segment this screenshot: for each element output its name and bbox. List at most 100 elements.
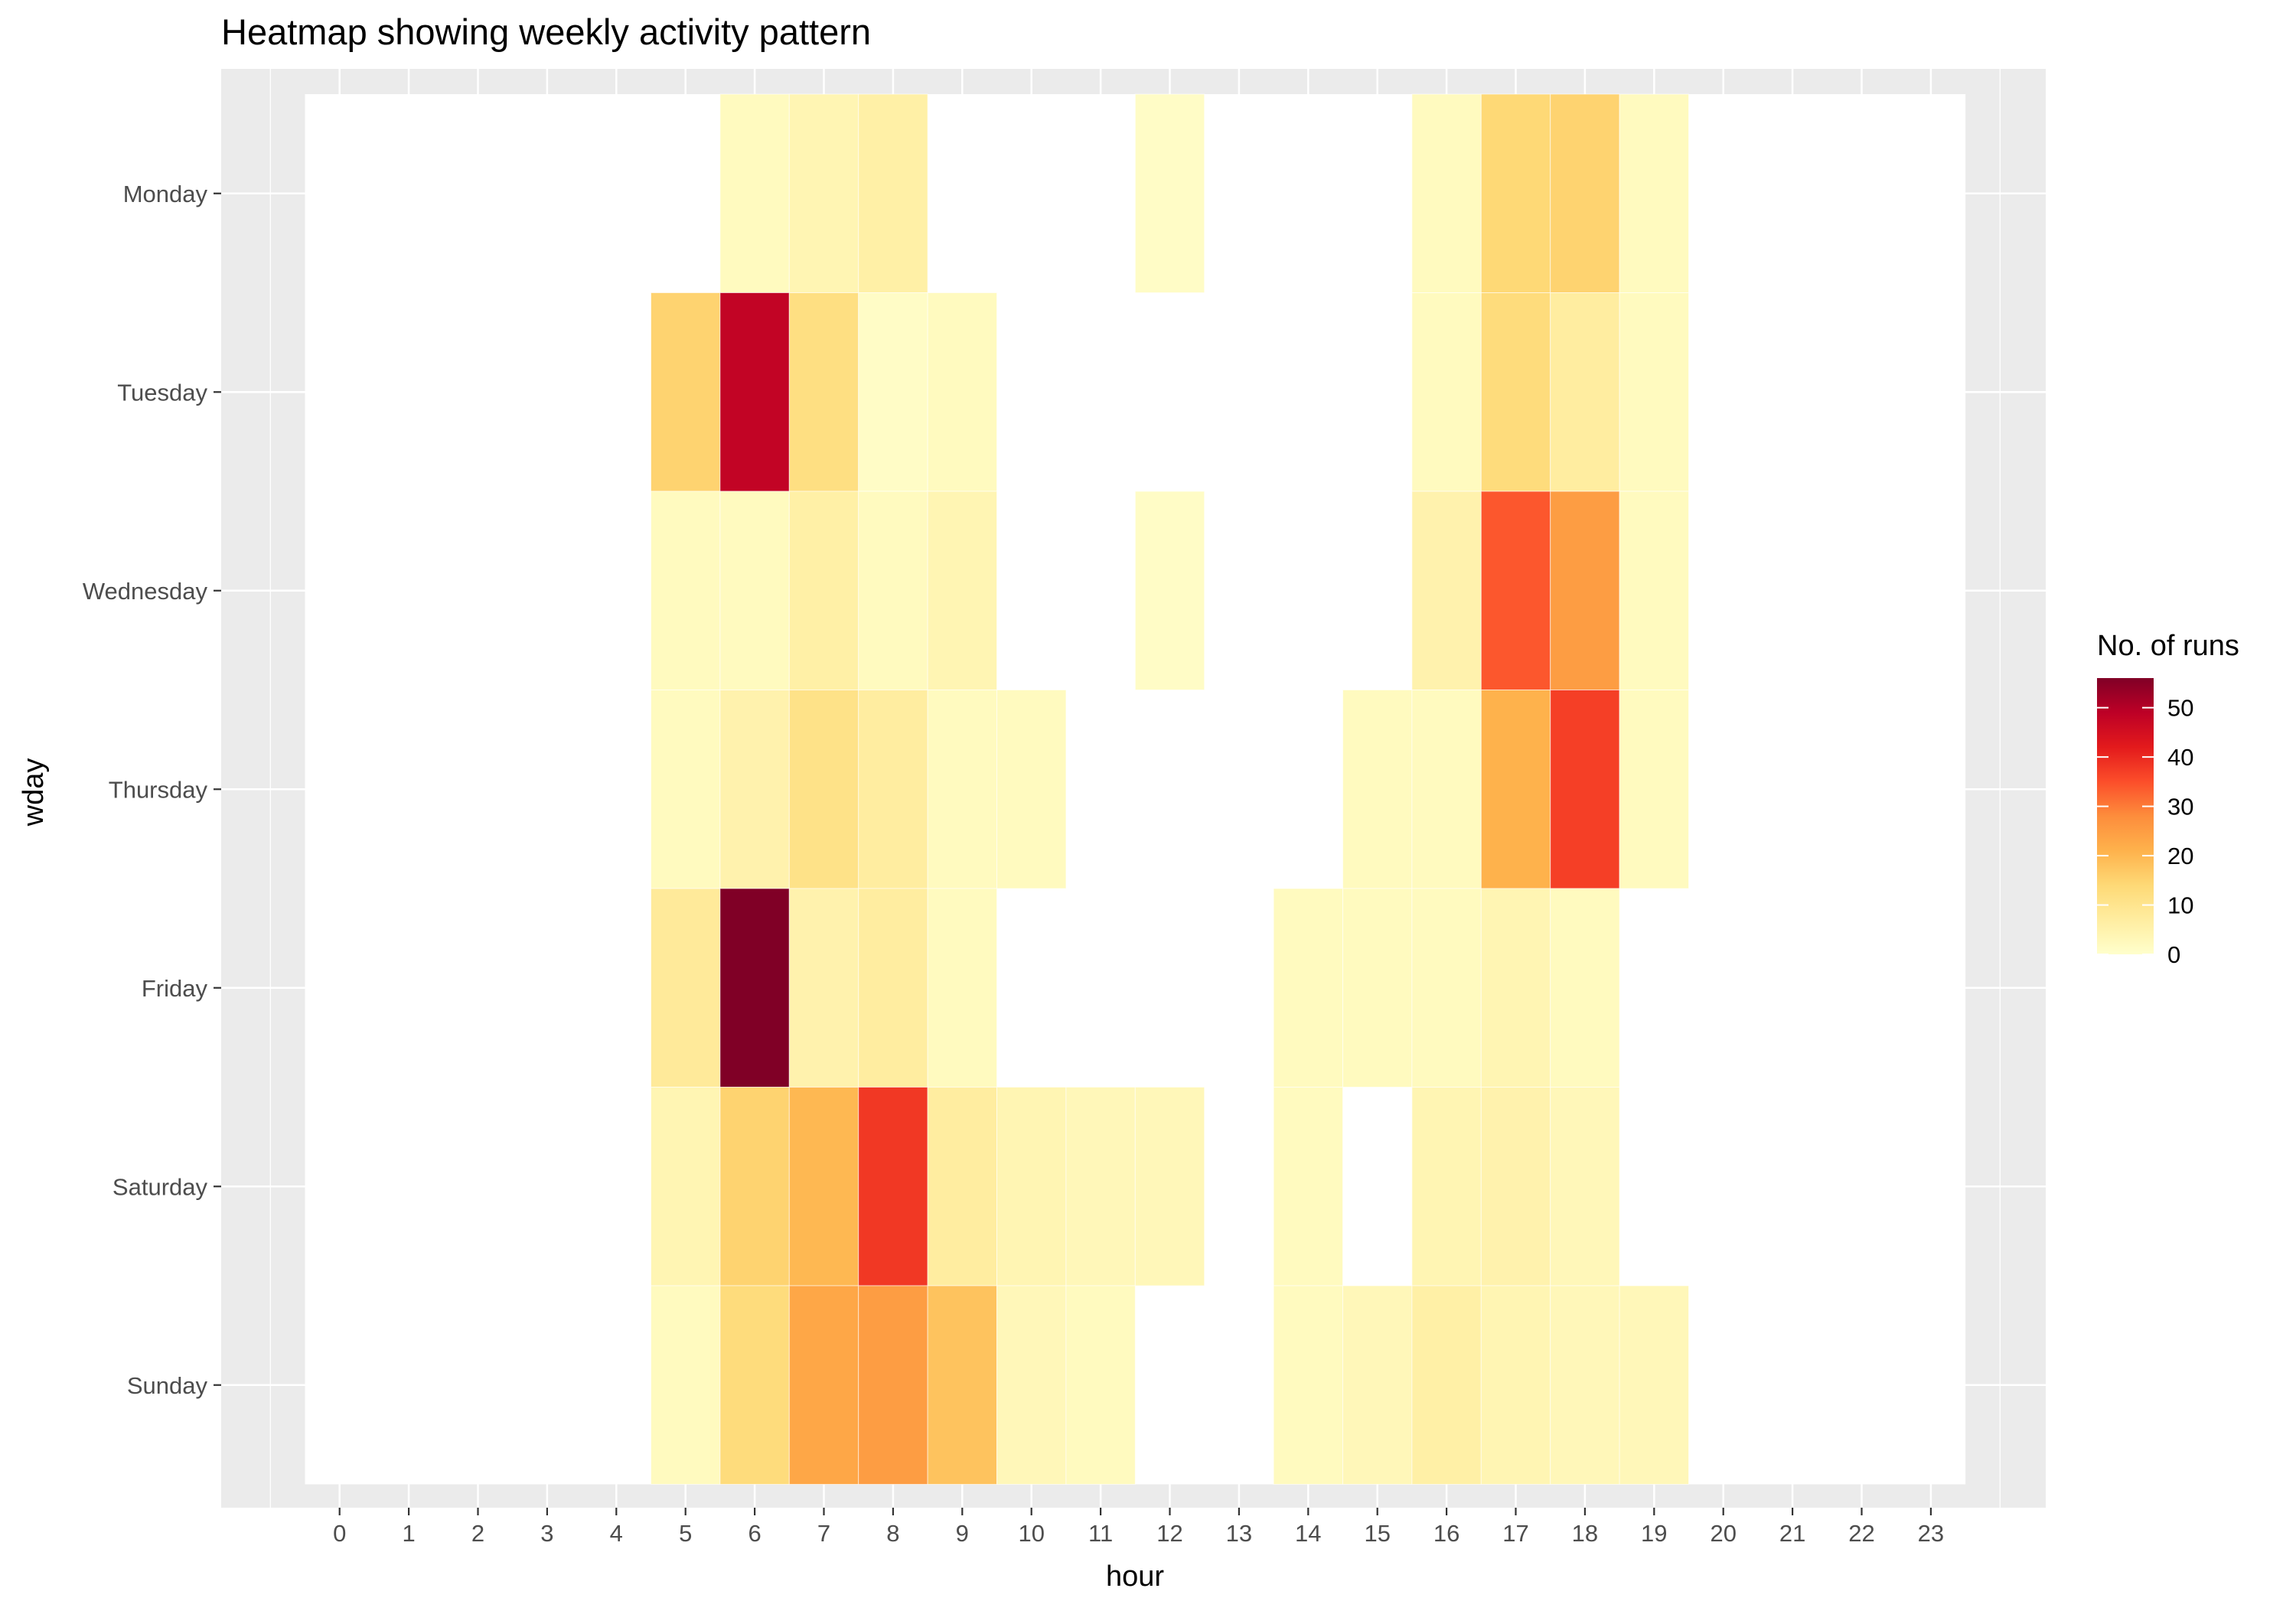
heatmap-cell (1480, 1087, 1551, 1287)
y-axis: Monday Tuesday Wednesday Thursday Friday Satu… (83, 181, 221, 1399)
heatmap-cell (719, 93, 790, 293)
heatmap-cell (1619, 690, 1690, 889)
y-tick-label: Saturday (113, 1173, 208, 1200)
legend-title: No. of runs (2097, 630, 2239, 662)
heatmap-cell (927, 690, 997, 889)
heatmap-cell (996, 1087, 1067, 1287)
x-tick-label: 8 (886, 1520, 899, 1547)
heatmap-cell (1411, 690, 1482, 889)
chart-title: Heatmap showing weekly activity pattern (221, 11, 871, 52)
heatmap-cell (1619, 491, 1690, 690)
x-tick-label: 17 (1502, 1520, 1528, 1547)
y-tick-label: Monday (123, 181, 208, 207)
heatmap-cell (1134, 1087, 1205, 1287)
heatmap-cell (651, 1087, 721, 1287)
heatmap-cell (1550, 491, 1620, 690)
color-legend: 0 10 20 30 40 50 (2097, 678, 2193, 968)
heatmap-cell (1411, 1285, 1482, 1485)
heatmap-cell (1273, 1285, 1343, 1485)
legend-tick-label: 50 (2167, 695, 2193, 722)
x-tick-label: 12 (1156, 1520, 1182, 1547)
heatmap-cell (719, 1087, 790, 1287)
heatmap-cell (1480, 292, 1551, 492)
heatmap-cell (1065, 1285, 1136, 1485)
heatmap-cell (1411, 888, 1482, 1088)
x-tick-label: 7 (817, 1520, 830, 1547)
heatmap-cell (719, 690, 790, 889)
legend-tick-label: 10 (2167, 892, 2193, 919)
heatmap-cell (788, 292, 859, 492)
heatmap-cell (1619, 292, 1690, 492)
heatmap-cell (1480, 690, 1551, 889)
heatmap-cell (927, 292, 997, 492)
heatmap-cell (858, 888, 928, 1088)
x-tick-label: 18 (1572, 1520, 1598, 1547)
y-tick-label: Tuesday (117, 379, 207, 406)
heatmap-cell (1065, 1087, 1136, 1287)
heatmap-cell (788, 93, 859, 293)
heatmap-cell (1550, 93, 1620, 293)
x-tick-label: 22 (1848, 1520, 1874, 1547)
heatmap-cell (858, 292, 928, 492)
heatmap-cell (719, 888, 790, 1088)
x-tick-label: 23 (1918, 1520, 1944, 1547)
heatmap-cell (719, 491, 790, 690)
y-tick-label: Friday (142, 975, 208, 1002)
heatmap-cell (1480, 93, 1551, 293)
heatmap-cell (1342, 888, 1413, 1088)
heatmap-cell (1550, 1087, 1620, 1287)
x-tick-label: 15 (1364, 1520, 1390, 1547)
x-tick-label: 16 (1433, 1520, 1459, 1547)
x-tick-label: 20 (1710, 1520, 1736, 1547)
heatmap-cell (1550, 690, 1620, 889)
x-tick-label: 5 (679, 1520, 692, 1547)
heatmap-cell (1134, 93, 1205, 293)
heatmap-cell (858, 93, 928, 293)
heatmap-cell (651, 1285, 721, 1485)
heatmap-cell (927, 888, 997, 1088)
heatmap-cell (858, 491, 928, 690)
heatmap-cell (651, 292, 721, 492)
heatmap-cell (858, 690, 928, 889)
heatmap-cell (1342, 690, 1413, 889)
heatmap-cell (996, 690, 1067, 889)
heatmap-cell (927, 1285, 997, 1485)
heatmap-cell (1273, 888, 1343, 1088)
heatmap-cell (1550, 888, 1620, 1088)
legend-colorbar (2097, 678, 2154, 954)
x-tick-label: 13 (1226, 1520, 1252, 1547)
x-axis-title: hour (1106, 1560, 1164, 1593)
heatmap-cell (1273, 1087, 1343, 1287)
heatmap-cell (719, 1285, 790, 1485)
heatmap-cells (305, 93, 1966, 1485)
heatmap-cell (651, 888, 721, 1088)
heatmap-cell (858, 1087, 928, 1287)
x-axis: 0 1 2 3 4 5 6 7 8 9 10 11 12 13 14 15 16 17 18 19 20 21 22 23 (333, 1508, 1944, 1547)
heatmap-cell (1550, 1285, 1620, 1485)
heatmap-cell (1134, 491, 1205, 690)
y-tick-label: Sunday (127, 1372, 208, 1399)
legend-tick-label: 20 (2167, 843, 2193, 869)
heatmap-cell (1619, 93, 1690, 293)
heatmap-cell (788, 1285, 859, 1485)
y-axis-title: wday (18, 758, 50, 827)
heatmap-cell (651, 690, 721, 889)
x-tick-label: 1 (402, 1520, 415, 1547)
heatmap-cell (788, 888, 859, 1088)
y-tick-label: Thursday (109, 776, 208, 803)
heatmap-cell (1619, 1285, 1690, 1485)
legend-tick-label: 0 (2167, 941, 2180, 968)
x-tick-label: 21 (1779, 1520, 1805, 1547)
heatmap-cell (927, 1087, 997, 1287)
x-tick-label: 6 (748, 1520, 761, 1547)
heatmap-cell (1480, 491, 1551, 690)
x-tick-label: 14 (1295, 1520, 1321, 1547)
legend-tick-label: 30 (2167, 794, 2193, 820)
y-tick-label: Wednesday (83, 578, 208, 605)
heatmap-cell (1480, 888, 1551, 1088)
heatmap-cell (651, 491, 721, 690)
heatmap-cell (1411, 292, 1482, 492)
x-tick-label: 0 (333, 1520, 346, 1547)
